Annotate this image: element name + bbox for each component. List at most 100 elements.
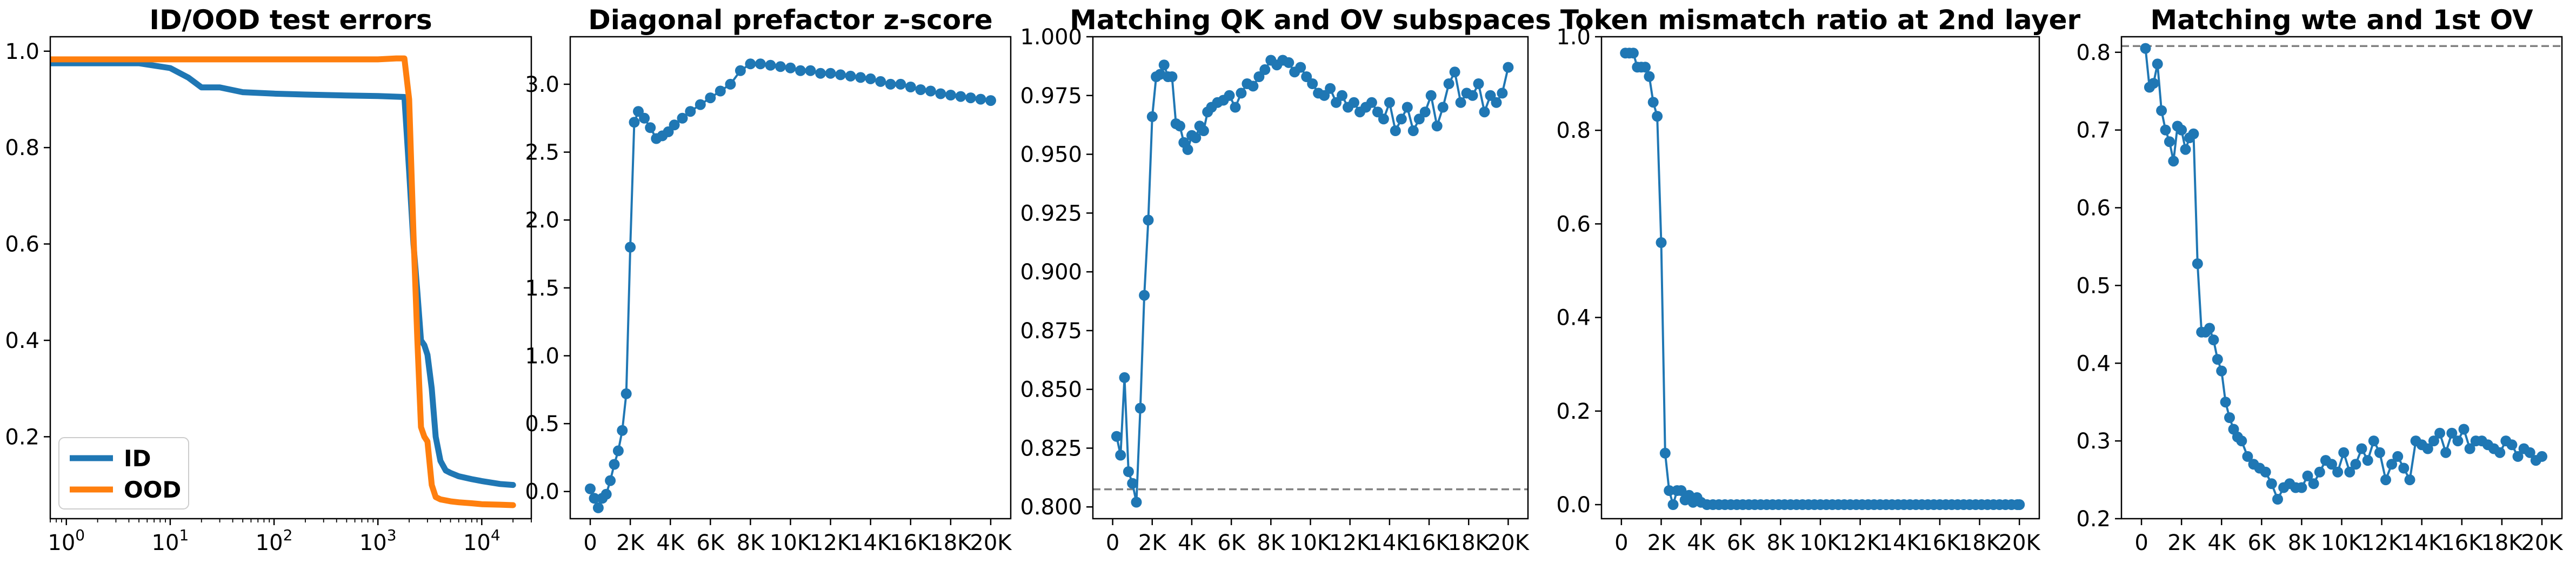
y-tick-label: 0.2 — [5, 425, 39, 450]
data-point — [669, 119, 680, 131]
data-point — [1143, 214, 1154, 226]
data-point — [2220, 397, 2231, 408]
x-tick-label: 6K — [696, 531, 725, 555]
data-point — [1473, 78, 1484, 89]
data-point — [2152, 58, 2163, 70]
data-point — [592, 502, 604, 513]
y-tick-label: 2.5 — [525, 140, 559, 165]
panel-title: ID/OOD test errors — [149, 4, 432, 36]
data-point — [795, 65, 806, 76]
data-point — [1123, 466, 1134, 477]
data-point — [2260, 466, 2271, 478]
series-line — [50, 60, 516, 488]
data-point — [609, 459, 620, 470]
data-point — [2452, 435, 2464, 447]
y-tick-label: 0.875 — [1020, 319, 1082, 344]
data-point — [1166, 71, 1178, 82]
data-point — [1134, 403, 1146, 414]
x-tick-label: 103 — [359, 526, 397, 555]
data-point — [2434, 427, 2445, 439]
data-point — [1676, 485, 1687, 496]
x-tick-label: 20K — [2521, 531, 2564, 555]
y-tick-label: 0.825 — [1020, 436, 1082, 461]
data-point — [1402, 102, 1413, 113]
data-point — [715, 85, 726, 97]
data-point — [1443, 78, 1454, 89]
data-point — [2422, 443, 2433, 454]
x-tick-label: 0 — [583, 531, 597, 555]
data-point — [1247, 81, 1259, 92]
data-point — [1174, 120, 1185, 132]
data-point — [629, 117, 640, 128]
y-tick-label: 0.4 — [1556, 306, 1591, 331]
data-point — [625, 242, 636, 253]
y-tick-label: 0.2 — [1556, 399, 1591, 424]
y-tick-label: 1.000 — [1020, 25, 1082, 50]
series-line — [2144, 47, 2543, 500]
data-point — [1337, 90, 1347, 101]
data-point — [985, 95, 996, 106]
y-tick-label: 0.925 — [1020, 201, 1082, 226]
x-tick-label: 2K — [1138, 531, 1167, 555]
data-point — [695, 99, 706, 110]
y-tick-label: 0.8 — [5, 136, 39, 160]
data-point — [1253, 71, 1265, 82]
data-point — [2512, 451, 2524, 462]
data-point — [725, 78, 736, 90]
data-point — [2338, 447, 2350, 458]
data-point — [2398, 462, 2410, 474]
data-point — [1230, 102, 1241, 113]
x-tick-label: 14K — [2401, 531, 2444, 555]
data-point — [1467, 90, 1478, 101]
y-tick-label: 0.8 — [1556, 118, 1591, 143]
x-tick-label: 4K — [656, 531, 685, 555]
data-point — [1146, 111, 1158, 122]
y-tick-label: 0.4 — [2076, 351, 2111, 376]
data-point — [2494, 447, 2506, 458]
y-tick-label: 0.0 — [1556, 493, 1591, 518]
data-point — [875, 76, 886, 87]
series-OOD — [50, 55, 516, 508]
data-point — [2296, 482, 2307, 493]
data-point — [2140, 43, 2151, 54]
data-point — [2386, 459, 2398, 470]
data-point — [1390, 125, 1401, 136]
series-line — [50, 55, 516, 508]
y-tick-label: 2.0 — [525, 208, 559, 233]
data-point — [600, 488, 612, 500]
x-tick-label: 102 — [256, 526, 293, 555]
x-tick-label: 16K — [2441, 531, 2484, 555]
x-tick-label: 8K — [737, 531, 765, 555]
data-point — [1127, 478, 1138, 489]
axes-frame — [1600, 36, 2040, 520]
data-point — [1449, 66, 1460, 78]
data-point — [1479, 106, 1490, 118]
data-point — [965, 92, 976, 104]
data-point — [1497, 88, 1508, 99]
data-point — [2506, 439, 2518, 451]
data-point — [1349, 97, 1359, 108]
data-point — [2014, 499, 2025, 510]
data-point — [1325, 83, 1336, 94]
y-tick-label: 1.5 — [525, 276, 559, 301]
data-point — [2314, 466, 2325, 478]
x-tick-label: 18K — [1959, 531, 2001, 555]
data-point — [1111, 431, 1122, 442]
x-tick-label: 12K — [1329, 531, 1372, 555]
data-point — [1307, 78, 1318, 89]
x-tick-label: 6K — [1727, 531, 1756, 555]
data-point — [1190, 132, 1202, 144]
panel-5: Matching wte and 1st OV 0 2K 4K 6K 8K 10K12K14… — [2076, 4, 2564, 555]
data-point — [1366, 97, 1377, 108]
data-point — [955, 91, 966, 102]
data-point — [1407, 125, 1419, 136]
data-point — [865, 73, 876, 84]
data-point — [1659, 447, 1671, 459]
x-tick-label: 10K — [770, 531, 812, 555]
data-point — [2524, 447, 2535, 458]
data-point — [2440, 447, 2452, 458]
data-point — [905, 82, 916, 92]
y-tick-label: 0.0 — [525, 480, 559, 505]
data-point — [1664, 485, 1675, 496]
